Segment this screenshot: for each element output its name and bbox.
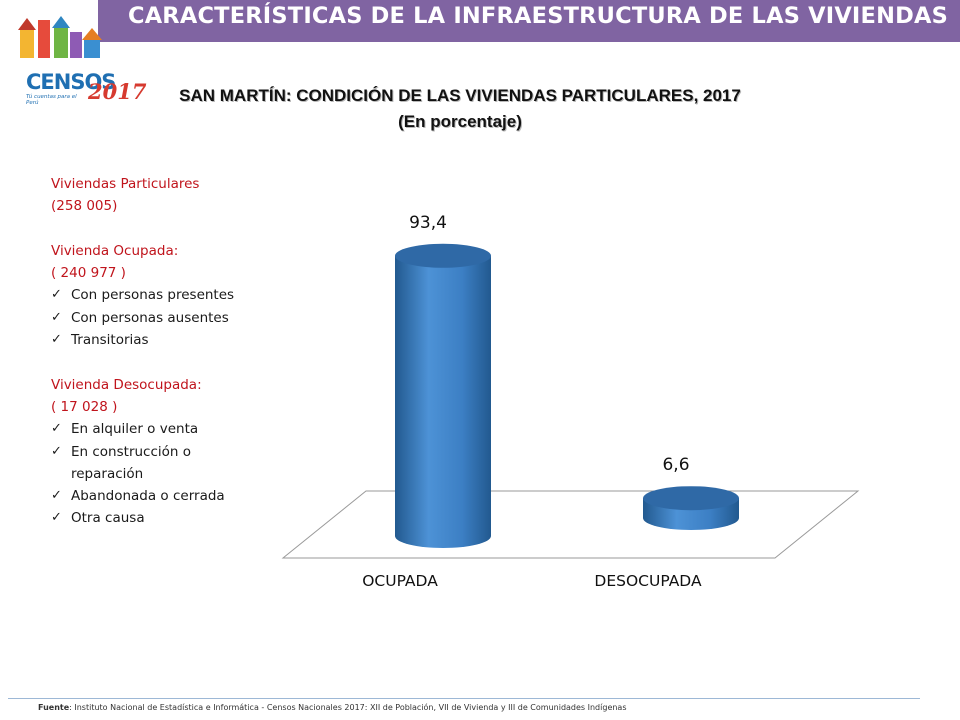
logo-year: 2017 [88,79,147,104]
list-item: ✓ Otra causa [51,507,281,529]
category-label: OCUPADA [362,572,438,590]
data-label: 93,4 [409,213,447,233]
chart-floor [281,490,860,559]
category-label: DESOCUPADA [594,572,702,590]
list-item: ✓ En alquiler o venta [51,418,281,440]
list-item: ✓ Abandonada o cerrada [51,485,281,507]
check-icon: ✓ [51,309,62,325]
notes-desocupada-count: ( 17 028 ) [51,398,118,415]
footer-divider [8,698,920,699]
check-icon: ✓ [51,488,62,504]
logo-houses-icon [18,16,102,58]
check-icon: ✓ [51,421,62,437]
page-title: CARACTERÍSTICAS DE LA INFRAESTRUCTURA DE… [127,3,948,29]
check-icon: ✓ [51,287,62,303]
list-item-continuation: reparación [71,465,144,482]
list-item: ✓ Con personas ausentes [51,307,281,329]
logo-word: CENSOS [26,70,116,94]
data-label: 6,6 [662,455,689,475]
chart-title: SAN MARTÍN: CONDICIÓN DE LAS VIVIENDAS P… [179,86,741,105]
source-note: Fuente: Instituto Nacional de Estadístic… [38,703,627,712]
logo-tagline: Tú cuentas para el Perú [26,94,77,106]
notes-panel: Viviendas Particulares (258 005) Viviend… [51,173,281,530]
bar-ocupada [395,255,491,549]
list-item: ✓ Transitorias [51,329,281,351]
check-icon: ✓ [51,443,62,459]
notes-total: (258 005) [51,198,118,215]
check-icon: ✓ [51,332,62,348]
bar-top-ocupada [395,243,491,268]
chart-subtitle: (En porcentaje) [398,112,522,131]
notes-ocupada-count: ( 240 977 ) [51,265,126,282]
notes-title: Viviendas Particulares [51,176,200,192]
notes-ocupada-label: Vivienda Ocupada: [51,242,179,259]
check-icon: ✓ [51,510,62,526]
censos-logo: CENSOS 2017 Tú cuentas para el Perú [8,8,146,108]
notes-desocupada-label: Vivienda Desocupada: [51,376,202,393]
list-item: ✓ Con personas presentes [51,284,281,306]
list-item: ✓ En construcción o [51,441,281,463]
header-bar: CARACTERÍSTICAS DE LA INFRAESTRUCTURA DE… [98,0,960,42]
bar-top-desocupada [643,486,739,511]
